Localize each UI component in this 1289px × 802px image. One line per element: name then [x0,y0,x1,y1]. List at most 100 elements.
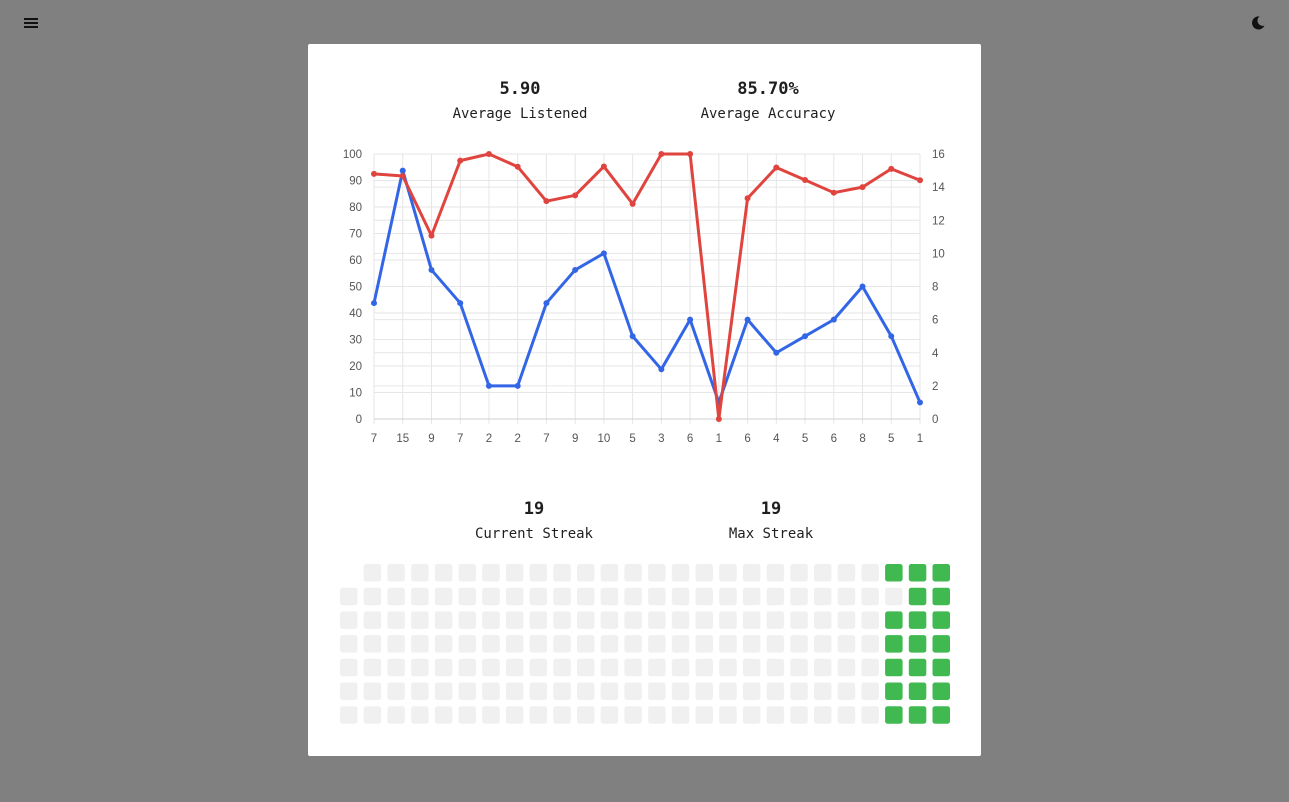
listened-point [830,316,837,323]
listened-point [773,349,780,356]
heatmap-cell [600,706,619,724]
heatmap-cell [671,635,690,653]
heatmap-cell-active [908,658,927,677]
average-listened-stat: 5.90 Average Listened [440,79,600,123]
heatmap-cell [766,587,785,606]
heatmap-cell-active [908,587,927,606]
x-tick-label: 7 [543,433,549,445]
heatmap-cell [624,658,642,677]
heatmap-cell [411,587,429,606]
y-left-tick-label: 50 [349,282,362,294]
accuracy-point [371,170,377,177]
y-right-tick-label: 12 [932,215,945,227]
heatmap-cell [577,658,595,677]
heatmap-cell [434,611,453,629]
average-listened-label: Average Listened [452,106,588,122]
heatmap-cell [434,682,453,700]
heatmap-cell [742,682,761,700]
accuracy-point [658,151,665,157]
heatmap-cell [505,587,524,606]
heatmap-cell [861,587,879,606]
heatmap-cell [600,611,619,629]
heatmap-cell [814,706,832,724]
heatmap-cell-active [932,611,950,629]
heatmap-cell [363,564,382,582]
y-left-tick-label: 20 [349,361,362,373]
heatmap-cell [719,658,737,677]
accuracy-point [485,151,492,157]
heatmap-cell [505,682,524,700]
heatmap-cell [648,611,666,629]
listened-point [888,333,895,340]
heatmap-cell [742,635,761,653]
heatmap-cell [411,682,429,700]
heatmap-cell [529,658,548,677]
heatmap-cell [695,658,713,677]
x-tick-label: 4 [773,433,780,445]
accuracy-point [428,232,435,239]
heatmap-cell [695,587,713,606]
heatmap-cell [600,587,619,606]
heatmap-cell [648,587,666,606]
listened-point [917,399,923,406]
heatmap-cell [553,635,571,653]
heatmap-cell [719,682,737,700]
hamburger-menu-icon[interactable] [20,12,42,34]
heatmap-cell-active [885,611,903,629]
heatmap-cell-active [932,587,950,606]
heatmap-cell [766,564,785,582]
heatmap-cell [695,706,713,724]
heatmap-cell [363,706,382,724]
heatmap-cell [837,706,856,724]
heatmap-cell [814,564,832,582]
heatmap-cell [458,564,476,582]
heatmap-cell [553,658,571,677]
heatmap-cell-active [932,635,950,653]
x-tick-label: 2 [486,433,492,445]
heatmap-cell [505,564,524,582]
heatmap-cell [600,658,619,677]
heatmap-cell [434,635,453,653]
heatmap-cell [529,682,548,700]
heatmap-cell [719,635,737,653]
heatmap-cell [814,682,832,700]
listened-point [600,250,607,257]
y-right-tick-label: 16 [932,149,945,161]
heatmap-cell [624,682,642,700]
heatmap-cell-active [908,611,927,629]
y-right-tick-label: 10 [932,248,945,260]
x-tick-label: 1 [716,433,722,445]
chart-grid [373,153,921,424]
y-left-tick-label: 70 [349,229,362,241]
heatmap-cell [861,658,879,677]
y-right-tick-label: 14 [932,182,945,194]
heatmap-cell [671,564,690,582]
heatmap-cell [482,611,500,629]
x-tick-label: 9 [572,433,578,445]
heatmap-cell [671,682,690,700]
accuracy-point [687,151,694,157]
heatmap-cell-active [885,564,903,582]
accuracy-point [514,163,521,170]
heatmap-cell [529,587,548,606]
average-listened-value: 5.90 [499,79,541,99]
heatmap-cell [577,611,595,629]
heatmap-cell [458,587,476,606]
x-tick-label: 7 [371,433,377,445]
heatmap-cell [648,706,666,724]
heatmap-cell [648,658,666,677]
heatmap-cell [624,564,642,582]
heatmap-cell [482,658,500,677]
heatmap-cell [624,706,642,724]
heatmap-cell [458,706,476,724]
x-tick-label: 7 [457,433,463,445]
x-tick-label: 8 [859,433,865,445]
moon-icon[interactable] [1247,12,1269,34]
heatmap-cell [790,682,808,700]
listened-point [744,316,751,323]
listened-point [802,333,809,340]
heatmap-cell [411,706,429,724]
heatmap-cell [861,706,879,724]
heatmap-cell [837,658,856,677]
